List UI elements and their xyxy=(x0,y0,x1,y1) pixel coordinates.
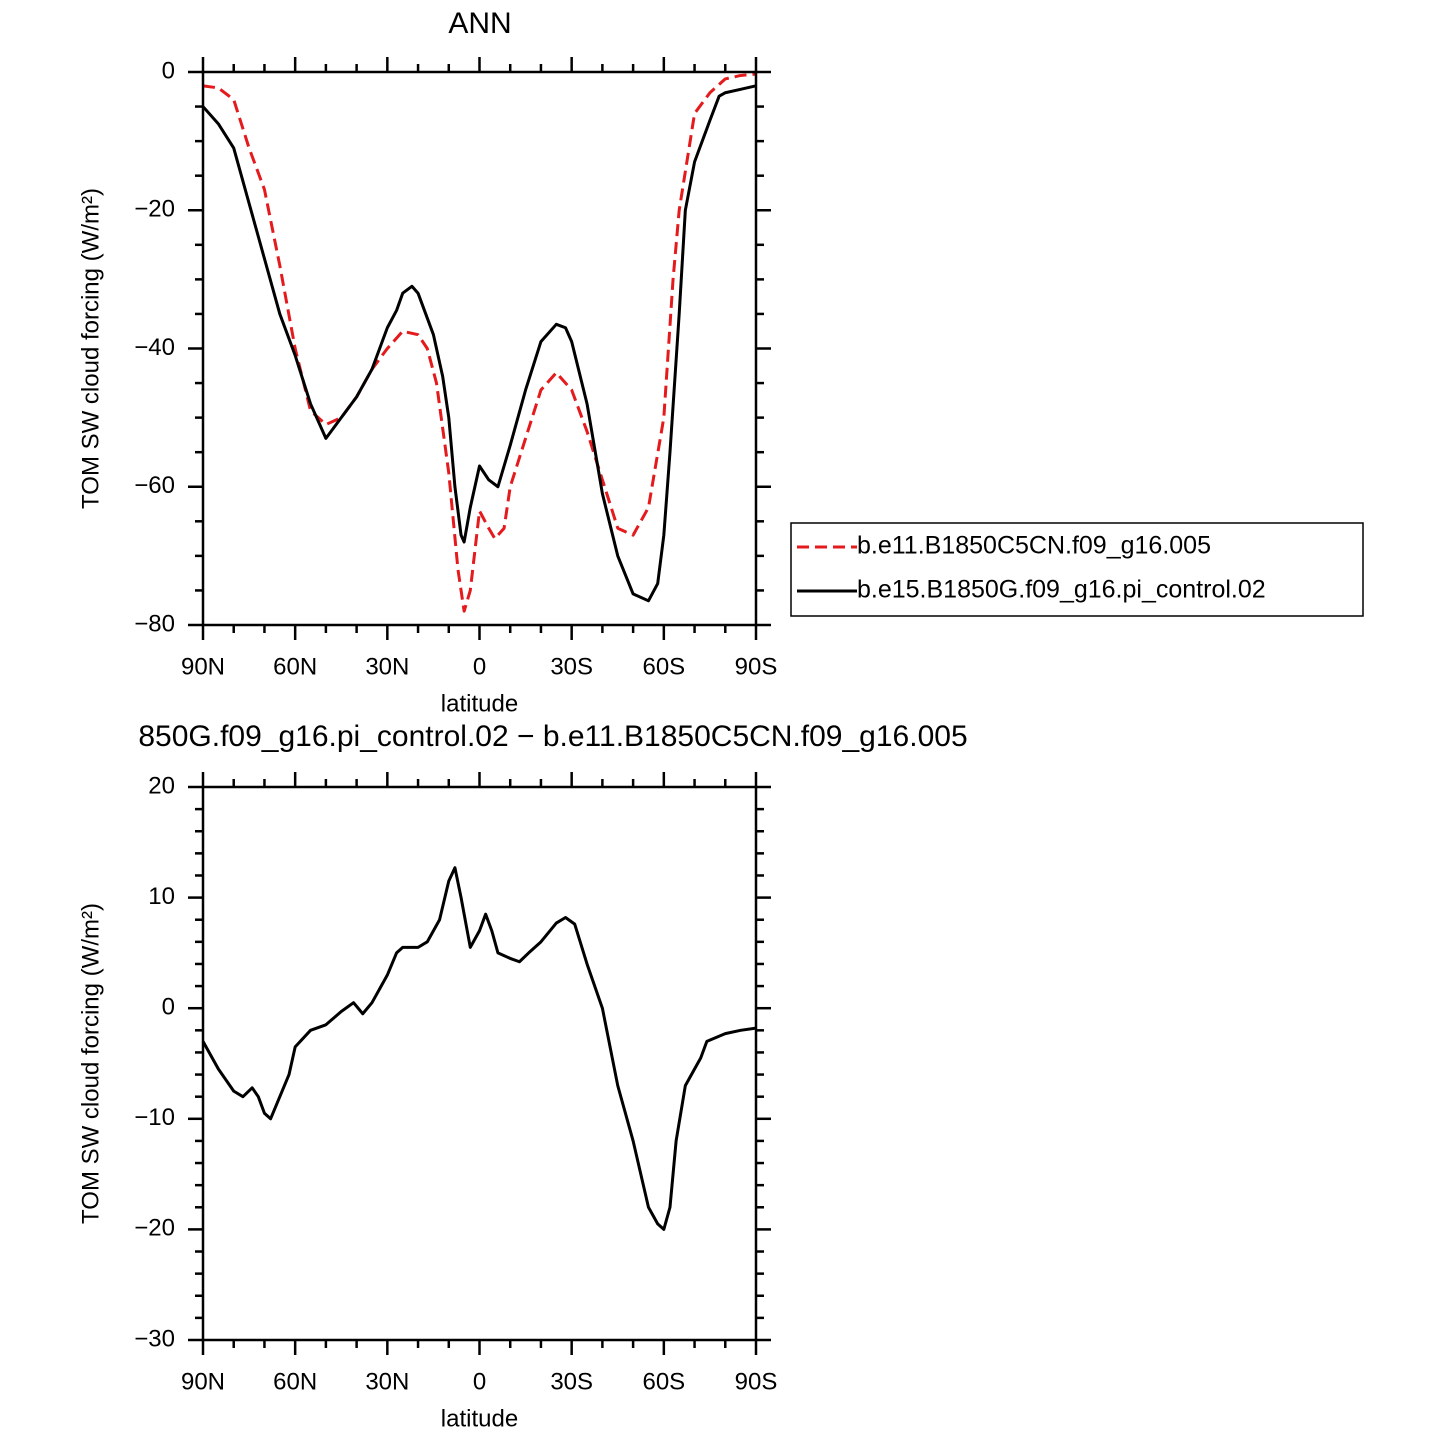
x-axis-label: latitude xyxy=(441,690,518,717)
y-axis-label: TOM SW cloud forcing (W/m²) xyxy=(77,903,104,1224)
y-tick-label: −40 xyxy=(134,334,175,361)
x-tick-label: 30N xyxy=(365,653,409,680)
x-axis-label: latitude xyxy=(441,1405,518,1432)
x-tick-label: 90S xyxy=(735,653,778,680)
legend-box xyxy=(790,522,1364,617)
x-tick-label: 60S xyxy=(642,653,685,680)
legend-label: b.e11.B1850C5CN.f09_g16.005 xyxy=(857,532,1211,560)
y-tick-label: −20 xyxy=(134,1215,175,1242)
x-tick-label: 90S xyxy=(735,1368,778,1395)
x-tick-label: 30N xyxy=(365,1368,409,1395)
y-tick-label: 20 xyxy=(148,772,175,799)
chart-title: 850G.f09_g16.pi_control.02 − b.e11.B1850… xyxy=(138,720,967,753)
y-tick-label: 0 xyxy=(162,994,175,1021)
y-tick-label: −60 xyxy=(134,472,175,499)
x-tick-label: 30S xyxy=(550,653,593,680)
y-axis-label: TOM SW cloud forcing (W/m²) xyxy=(77,188,104,509)
x-tick-label: 30S xyxy=(550,1368,593,1395)
data-line xyxy=(201,84,757,603)
legend-label: b.e15.B1850G.f09_g16.pi_control.02 xyxy=(857,576,1266,604)
x-tick-label: 0 xyxy=(473,653,486,680)
y-tick-label: −20 xyxy=(134,196,175,223)
x-tick-label: 90N xyxy=(181,653,225,680)
x-tick-label: 60N xyxy=(273,653,317,680)
y-tick-label: −30 xyxy=(134,1325,175,1352)
y-tick-label: −10 xyxy=(134,1104,175,1131)
x-tick-label: 0 xyxy=(473,1368,486,1395)
chart-title: ANN xyxy=(448,7,511,40)
x-tick-label: 60N xyxy=(273,1368,317,1395)
x-tick-label: 90N xyxy=(181,1368,225,1395)
y-tick-label: 0 xyxy=(162,57,175,84)
y-tick-label: 10 xyxy=(148,883,175,910)
data-line xyxy=(201,866,757,1231)
y-tick-label: −80 xyxy=(134,610,175,637)
x-tick-label: 60S xyxy=(642,1368,685,1395)
